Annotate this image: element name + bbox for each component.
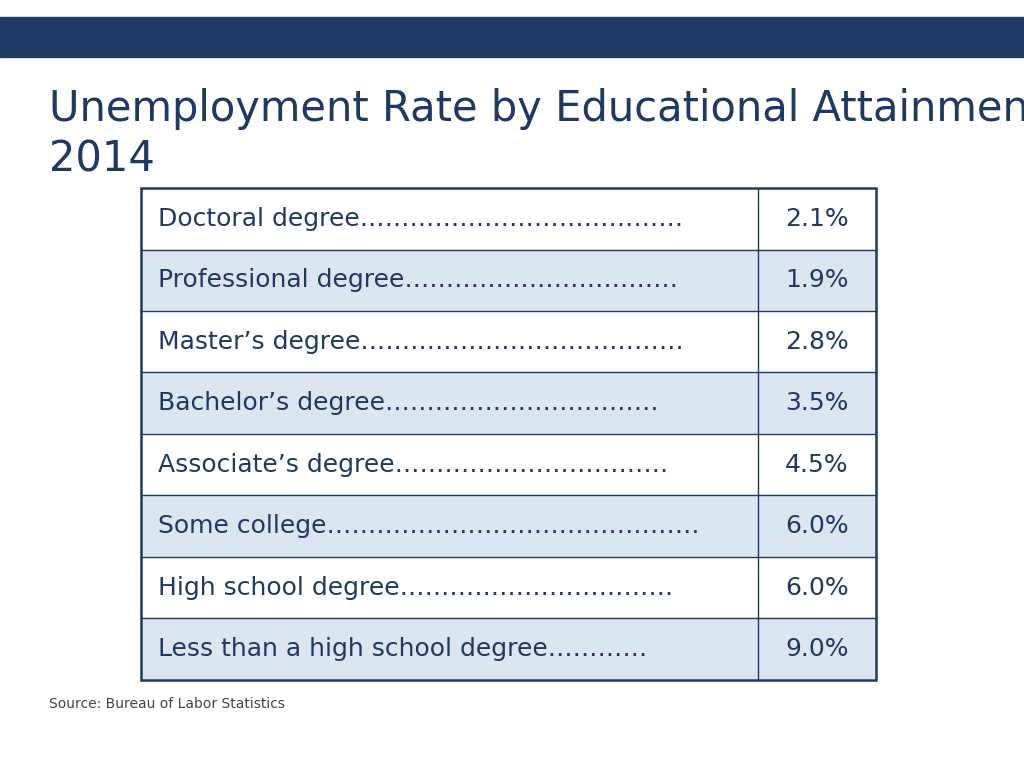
- Text: 4.5%: 4.5%: [784, 452, 849, 477]
- Text: Source: Bureau of Labor Statistics: Source: Bureau of Labor Statistics: [49, 697, 285, 711]
- Bar: [141, 188, 876, 250]
- Bar: [141, 372, 876, 434]
- Bar: [141, 495, 876, 557]
- Text: 2.1%: 2.1%: [784, 207, 849, 231]
- Text: 6.0%: 6.0%: [784, 575, 849, 600]
- Text: High school degree……………………………: High school degree……………………………: [158, 575, 673, 600]
- Text: Some college………………………………………: Some college………………………………………: [158, 514, 699, 538]
- Text: Bachelor’s degree……………………………: Bachelor’s degree……………………………: [158, 391, 658, 415]
- Text: 1.9%: 1.9%: [784, 268, 849, 293]
- Bar: [141, 557, 876, 618]
- Text: 6.0%: 6.0%: [784, 514, 849, 538]
- Bar: [141, 188, 876, 680]
- Text: Associate’s degree……………………………: Associate’s degree……………………………: [158, 452, 668, 477]
- Bar: [141, 311, 876, 372]
- Text: Doctoral degree…………………………………: Doctoral degree…………………………………: [158, 207, 683, 231]
- Text: Unemployment Rate by Educational Attainment,
2014: Unemployment Rate by Educational Attainm…: [49, 88, 1024, 180]
- Bar: [141, 434, 876, 495]
- Text: Master’s degree…………………………………: Master’s degree…………………………………: [158, 329, 683, 354]
- Bar: [141, 618, 876, 680]
- Text: Professional degree……………………………: Professional degree……………………………: [158, 268, 678, 293]
- Text: 9.0%: 9.0%: [784, 637, 849, 661]
- Bar: [141, 250, 876, 311]
- Text: 2.8%: 2.8%: [784, 329, 849, 354]
- Text: 3.5%: 3.5%: [785, 391, 848, 415]
- Text: Less than a high school degree…………: Less than a high school degree…………: [158, 637, 647, 661]
- Bar: [0, 17, 1024, 57]
